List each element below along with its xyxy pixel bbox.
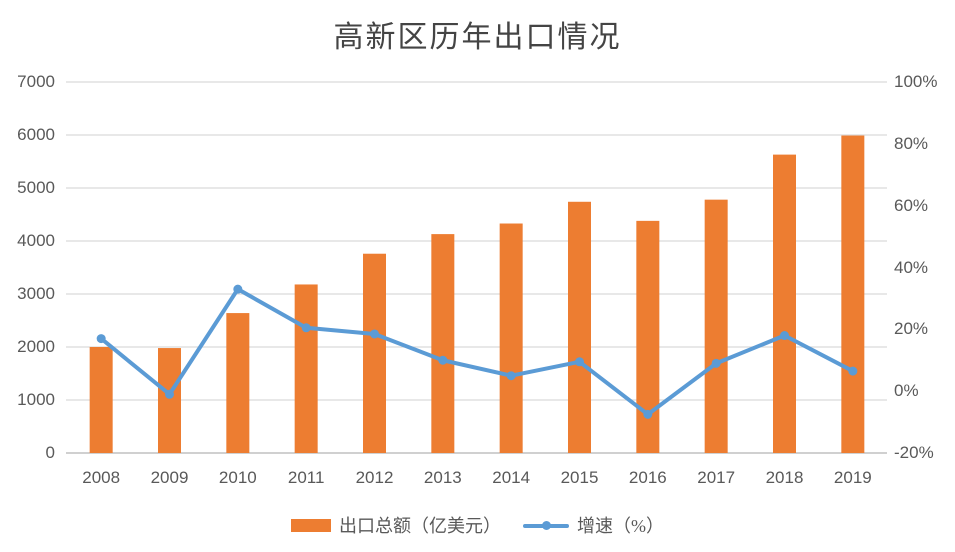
y-left-tick-5000: 5000 [17, 178, 55, 197]
x-tick-2016: 2016 [628, 468, 667, 487]
y-right-tick-80%: 80% [894, 133, 929, 153]
bar-2011 [294, 284, 318, 453]
growth-marker-2014 [506, 371, 516, 381]
y-left-tick-1000: 1000 [17, 390, 55, 409]
bar-2015 [568, 201, 591, 453]
y-left-tick-3000: 3000 [17, 284, 55, 303]
y-right-tick-40%: 40% [894, 257, 929, 277]
y-right-tick-20%: 20% [894, 319, 929, 339]
growth-marker-2008 [96, 334, 106, 344]
growth-marker-2010 [233, 284, 243, 294]
y-left-tick-4000: 4000 [17, 231, 55, 250]
growth-marker-2012 [370, 329, 379, 339]
x-tick-2012: 2012 [355, 468, 394, 487]
line-swatch-icon [523, 520, 569, 530]
bar-2010 [226, 313, 250, 453]
y-left-tick-2000: 2000 [17, 337, 55, 356]
x-tick-2014: 2014 [492, 468, 531, 487]
x-tick-2008: 2008 [82, 468, 121, 487]
growth-line [99, 287, 855, 417]
y-right-tick-60%: 60% [894, 195, 929, 215]
x-tick-2013: 2013 [423, 468, 462, 487]
x-tick-2010: 2010 [218, 468, 257, 487]
growth-marker-2019 [848, 366, 858, 376]
bar-2019 [841, 135, 865, 453]
bar-2013 [431, 234, 455, 453]
legend: 出口总额（亿美元） 增速（%） [0, 510, 955, 540]
legend-item-growth: 增速（%） [523, 512, 664, 538]
x-tick-2017: 2017 [697, 468, 736, 487]
x-tick-2011: 2011 [287, 468, 325, 487]
growth-marker-2015 [575, 357, 584, 367]
bar-2018 [773, 154, 796, 454]
growth-marker-2016 [643, 409, 653, 419]
growth-marker-2017 [711, 358, 721, 368]
growth-marker-2009 [165, 389, 174, 399]
x-tick-2019: 2019 [833, 468, 872, 487]
y-left-tick-6000: 6000 [17, 125, 55, 144]
x-tick-2015: 2015 [560, 468, 599, 487]
y-left-tick-0: 0 [45, 443, 55, 462]
bar-2016 [636, 220, 660, 453]
legend-label-exports: 出口总额（亿美元） [339, 516, 501, 536]
growth-marker-2018 [780, 331, 789, 341]
bar-2008 [89, 347, 113, 453]
legend-item-exports: 出口总额（亿美元） [291, 512, 501, 538]
x-tick-2018: 2018 [765, 468, 804, 487]
growth-marker-2013 [438, 355, 448, 365]
bar-swatch-icon [291, 518, 331, 532]
bar-2012 [363, 253, 386, 453]
chart-title: 高新区历年出口情况 [333, 21, 622, 54]
bar-2017 [704, 199, 728, 453]
y-left-tick-7000: 7000 [17, 72, 55, 91]
growth-marker-2011 [301, 323, 311, 333]
legend-label-growth: 增速（%） [577, 516, 664, 536]
y-right-tick-100%: 100% [894, 72, 938, 91]
bar-2009 [158, 348, 181, 453]
x-tick-2009: 2009 [150, 468, 189, 487]
y-right-tick-0%: 0% [894, 381, 919, 401]
y-right-tick--20%: -20% [894, 443, 934, 462]
bar-2014 [499, 223, 523, 453]
